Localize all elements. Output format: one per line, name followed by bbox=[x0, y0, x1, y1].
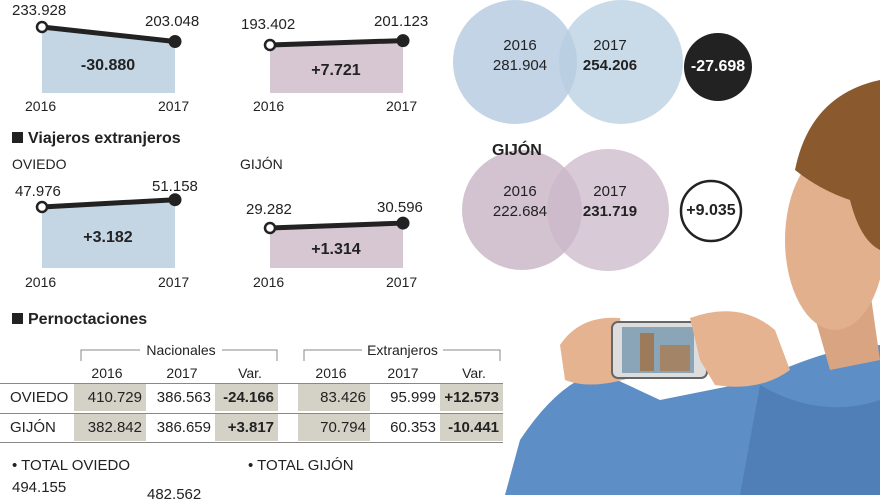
point-2017 bbox=[168, 35, 182, 49]
x-tick-2016: 2016 bbox=[253, 98, 285, 114]
venn-oviedo-variation: -27.698 bbox=[690, 58, 746, 75]
point-2016 bbox=[263, 38, 277, 52]
section-title: Pernoctaciones bbox=[28, 311, 148, 328]
column-header: 2016 bbox=[315, 365, 347, 381]
x-tick-2016: 2016 bbox=[25, 98, 57, 114]
point-2017 bbox=[396, 34, 410, 48]
venn-gijon-2016 bbox=[462, 150, 582, 270]
column-header: Var. bbox=[238, 365, 262, 381]
variation-badge-gijon bbox=[679, 179, 743, 243]
variation-label: +3.182 bbox=[83, 229, 133, 246]
table-cell: 410.729 bbox=[74, 384, 146, 411]
city-label-gijon: GIJÓN bbox=[240, 156, 283, 172]
section-title: Viajeros extranjeros bbox=[28, 130, 181, 147]
group-header-extranjeros: Extranjeros bbox=[367, 342, 438, 358]
venn-oviedo-2017 bbox=[559, 0, 683, 124]
point-2017 bbox=[168, 193, 182, 207]
column-header: Var. bbox=[462, 365, 486, 381]
point-2016 bbox=[35, 20, 49, 34]
variation-label: +1.314 bbox=[311, 241, 361, 258]
series-line bbox=[41, 24, 176, 45]
row-divider bbox=[0, 413, 503, 414]
data-label-2016: 29.282 bbox=[246, 201, 292, 218]
data-label-2016: 193.402 bbox=[241, 16, 296, 33]
x-tick-2017: 2017 bbox=[386, 98, 418, 114]
group-header-nacionales: Nacionales bbox=[146, 342, 216, 358]
area-fill bbox=[42, 27, 175, 93]
total-gijon-label: • TOTAL GIJÓN bbox=[248, 457, 354, 474]
table-cell: 70.794 bbox=[298, 414, 370, 441]
column-header: 2016 bbox=[91, 365, 123, 381]
section-viajeros-extranjeros: Viajeros extranjeros bbox=[12, 130, 181, 148]
bullet-square-icon bbox=[12, 132, 23, 143]
variation-label: +7.721 bbox=[311, 62, 361, 79]
table-cell: 386.659 bbox=[156, 419, 211, 436]
total-oviedo-value: 494.155 bbox=[12, 479, 67, 496]
table-group-brackets bbox=[80, 349, 501, 361]
area-fill bbox=[270, 40, 403, 93]
series-line bbox=[269, 38, 404, 48]
data-label-2016: 233.928 bbox=[12, 2, 67, 19]
venn-gijon-2016-text: 2016 222.684 bbox=[492, 183, 548, 220]
table-cell: -10.441 bbox=[440, 414, 503, 441]
hand-right bbox=[690, 311, 790, 387]
series-line bbox=[269, 220, 404, 231]
venn-oviedo-2016 bbox=[453, 0, 577, 124]
venn-gijon-title: GIJÓN bbox=[492, 142, 542, 159]
city-label-oviedo: OVIEDO bbox=[12, 156, 67, 172]
row-city-label: GIJÓN bbox=[10, 419, 56, 436]
venn-oviedo-2017-text: 2017 254.206 bbox=[582, 37, 638, 74]
venn-gijon-variation: +9.035 bbox=[686, 202, 736, 219]
point-2016 bbox=[35, 200, 49, 214]
table-cell: 83.426 bbox=[298, 384, 370, 411]
series-line bbox=[41, 197, 176, 210]
mini-line-charts bbox=[35, 20, 410, 268]
venn-gijon-2017-text: 2017 231.719 bbox=[582, 183, 638, 220]
hair bbox=[795, 80, 880, 250]
row-divider bbox=[0, 442, 503, 443]
x-tick-2016: 2016 bbox=[25, 274, 57, 290]
row-divider bbox=[0, 383, 503, 384]
table-cell: 95.999 bbox=[390, 389, 436, 406]
venn-gijon-2017 bbox=[547, 149, 669, 271]
table-cell: +12.573 bbox=[440, 384, 503, 411]
x-tick-2017: 2017 bbox=[158, 98, 190, 114]
x-tick-2017: 2017 bbox=[158, 274, 190, 290]
table-cell: +3.817 bbox=[215, 414, 278, 441]
area-fill bbox=[270, 223, 403, 268]
total-oviedo-label: • TOTAL OVIEDO bbox=[12, 457, 131, 474]
venn-oviedo-2016-text: 2016 281.904 bbox=[492, 37, 548, 74]
data-label-2016: 47.976 bbox=[15, 183, 61, 200]
table-cell: -24.166 bbox=[215, 384, 278, 411]
area-fill bbox=[42, 199, 175, 268]
table-cell: 382.842 bbox=[74, 414, 146, 441]
data-label-2017: 203.048 bbox=[145, 13, 200, 30]
column-header: 2017 bbox=[166, 365, 198, 381]
section-pernoctaciones: Pernoctaciones bbox=[12, 311, 147, 329]
data-label-2017: 30.596 bbox=[377, 199, 423, 216]
table-cell: 386.563 bbox=[156, 389, 211, 406]
point-2017 bbox=[396, 216, 410, 230]
table-cell: 60.353 bbox=[390, 419, 436, 436]
x-tick-2016: 2016 bbox=[253, 274, 285, 290]
bullet-square-icon bbox=[12, 313, 23, 324]
variation-badge-oviedo bbox=[684, 33, 752, 101]
point-2016 bbox=[263, 221, 277, 235]
x-tick-2017: 2017 bbox=[386, 274, 418, 290]
column-header: 2017 bbox=[387, 365, 419, 381]
data-label-2017: 51.158 bbox=[152, 178, 198, 195]
row-city-label: OVIEDO bbox=[10, 389, 69, 406]
data-label-2017: 201.123 bbox=[374, 13, 429, 30]
variation-label: -30.880 bbox=[80, 57, 136, 74]
